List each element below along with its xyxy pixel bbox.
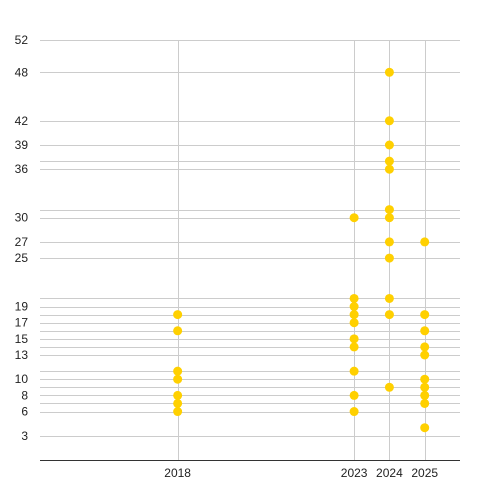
y-tick-label: 52 [15,33,29,47]
y-tick-label: 27 [15,235,29,249]
y-tick-label: 25 [15,251,29,265]
y-tick-label: 17 [15,316,29,330]
data-point [384,164,394,174]
x-tick-labels: 2018 2023 2024 2025 [164,466,438,480]
x-tick-label: 2018 [164,466,191,480]
data-point [384,253,394,263]
data-point [173,407,183,417]
data-point [384,140,394,150]
data-point [420,423,430,433]
data-point [173,326,183,336]
data-point [420,310,430,320]
data-point [420,326,430,336]
data-point [349,318,359,328]
data-point [420,350,430,360]
data-point [349,342,359,352]
data-point [384,310,394,320]
data-point [349,213,359,223]
data-point [349,293,359,303]
data-point [173,374,183,384]
data-point [420,342,430,352]
y-tick-label: 15 [15,332,29,346]
data-point [349,366,359,376]
data-point [349,407,359,417]
data-point [349,334,359,344]
y-tick-label: 42 [15,114,29,128]
y-tick-label: 8 [21,388,28,402]
data-point [384,116,394,126]
data-points [173,67,430,433]
data-point [420,390,430,400]
data-point [349,302,359,312]
data-point [420,237,430,247]
data-point [420,398,430,408]
y-tick-label: 48 [15,65,29,79]
y-tick-label: 30 [15,211,29,225]
data-point [173,390,183,400]
y-tick-label: 19 [15,300,29,314]
data-point [349,310,359,320]
data-point [173,366,183,376]
data-point [173,310,183,320]
data-point [384,382,394,392]
x-tick-label: 2023 [341,466,368,480]
grid-lines [40,40,460,437]
data-point [384,293,394,303]
y-tick-label: 39 [15,138,29,152]
y-tick-label: 3 [21,429,28,443]
y-tick-label: 10 [15,372,29,386]
data-point [384,237,394,247]
data-point [384,205,394,215]
x-grid-lines [178,40,426,460]
data-point [420,374,430,384]
y-tick-label: 36 [15,162,29,176]
data-point [384,213,394,223]
data-point [384,156,394,166]
data-point [349,390,359,400]
data-point [420,382,430,392]
y-tick-label: 13 [15,348,29,362]
data-point [384,67,394,77]
data-point [173,398,183,408]
y-tick-label: 6 [21,405,28,419]
x-tick-label: 2025 [411,466,438,480]
x-tick-label: 2024 [376,466,403,480]
